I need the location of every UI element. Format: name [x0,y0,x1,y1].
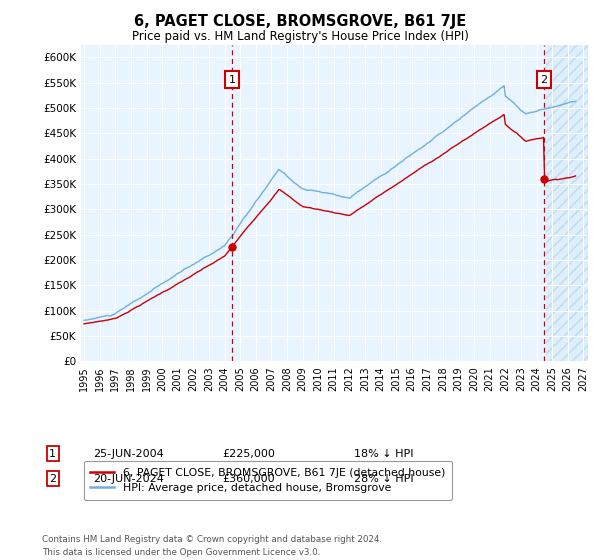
Text: 25-JUN-2004: 25-JUN-2004 [93,449,164,459]
Text: 2: 2 [49,474,56,484]
Text: £360,000: £360,000 [222,474,275,484]
Text: 20-JUN-2024: 20-JUN-2024 [93,474,164,484]
Text: 1: 1 [229,74,236,85]
Text: Price paid vs. HM Land Registry's House Price Index (HPI): Price paid vs. HM Land Registry's House … [131,30,469,43]
Text: 6, PAGET CLOSE, BROMSGROVE, B61 7JE: 6, PAGET CLOSE, BROMSGROVE, B61 7JE [134,14,466,29]
Text: Contains HM Land Registry data © Crown copyright and database right 2024.
This d: Contains HM Land Registry data © Crown c… [42,535,382,557]
Text: £225,000: £225,000 [222,449,275,459]
Legend: 6, PAGET CLOSE, BROMSGROVE, B61 7JE (detached house), HPI: Average price, detach: 6, PAGET CLOSE, BROMSGROVE, B61 7JE (det… [84,461,452,500]
Bar [546,45,591,361]
Text: 28% ↓ HPI: 28% ↓ HPI [354,474,413,484]
Bar [546,45,591,361]
Text: 18% ↓ HPI: 18% ↓ HPI [354,449,413,459]
Text: 2: 2 [540,74,547,85]
Text: 1: 1 [49,449,56,459]
